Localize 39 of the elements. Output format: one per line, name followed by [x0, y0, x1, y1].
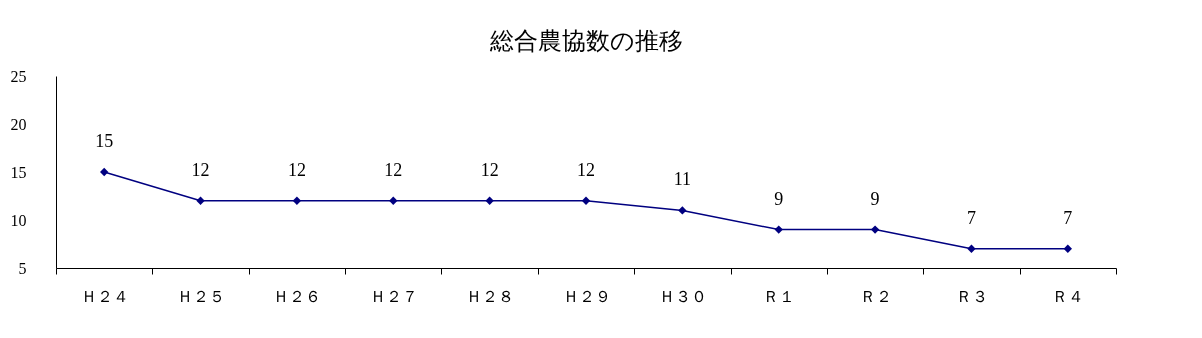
data-label: 12: [384, 159, 403, 180]
x-tick-label: Ｈ２６: [273, 287, 322, 305]
data-label: 9: [870, 188, 880, 209]
data-label: 7: [1063, 207, 1073, 228]
y-tick-label: 25: [10, 67, 27, 85]
point: [774, 225, 783, 234]
data-label: 12: [480, 159, 499, 180]
x-tick-label: Ｈ２９: [562, 287, 611, 305]
data-label: 12: [191, 159, 210, 180]
x-tick-label: Ｈ２８: [466, 287, 515, 305]
point: [485, 196, 494, 205]
y-tick-label: 5: [18, 259, 27, 277]
point: [196, 196, 205, 205]
point: [678, 206, 687, 215]
point: [292, 196, 302, 205]
data-label: 9: [774, 188, 784, 209]
point: [967, 244, 976, 253]
data-label: 12: [577, 159, 595, 180]
data-label: 12: [287, 159, 306, 180]
x-tick-label: Ｒ３: [955, 287, 988, 305]
y-tick-label: 15: [10, 163, 27, 181]
x-tick-label: Ｈ２７: [369, 287, 418, 305]
x-tick-label: Ｈ２４: [80, 287, 129, 305]
y-tick-label: 20: [10, 115, 27, 133]
x-tick-label: Ｒ２: [859, 287, 892, 305]
x-tick-label: Ｈ３０: [658, 287, 707, 305]
y-tick-label: 10: [10, 211, 27, 229]
data-label: 7: [966, 207, 976, 228]
point: [870, 225, 880, 234]
data-label: 11: [673, 169, 692, 190]
point: [1063, 244, 1072, 253]
x-tick-label: Ｒ４: [1052, 287, 1085, 305]
point: [389, 196, 398, 205]
chart-title: 総合農協数の推移: [488, 27, 683, 54]
point: [581, 196, 591, 205]
x-tick-label: Ｒ１: [763, 287, 796, 305]
x-tick-label: Ｈ２５: [177, 287, 226, 305]
data-label: 15: [95, 131, 114, 151]
point: [100, 167, 109, 177]
